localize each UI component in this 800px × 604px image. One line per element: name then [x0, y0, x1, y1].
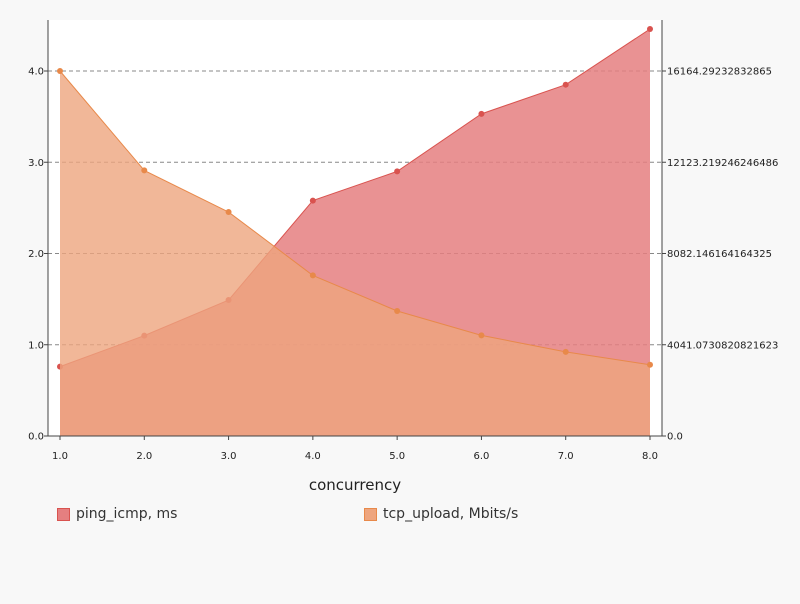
series-line-tcp-upload	[59, 70, 651, 366]
data-point-tcp-upload[interactable]	[141, 167, 148, 174]
y-right-tick-label: 12123.219246246486	[667, 158, 778, 169]
data-point-tcp-upload[interactable]	[562, 348, 569, 355]
y-left-tick-label: 0.0	[28, 432, 44, 443]
data-point-ping[interactable]	[478, 110, 485, 117]
x-tick-label: 8.0	[642, 451, 658, 462]
legend-label-tcp-upload: tcp_upload, Mbits/s	[383, 506, 519, 522]
y-left-tick-label: 1.0	[28, 340, 44, 351]
x-tick-label: 6.0	[473, 451, 489, 462]
x-axis-label: concurrency	[309, 476, 401, 494]
series-area-tcp-upload	[60, 71, 650, 436]
data-point-ping[interactable]	[562, 81, 569, 88]
y-right-tick-label: 0.0	[667, 432, 683, 443]
series-layer	[57, 26, 653, 437]
x-tick-label: 4.0	[305, 451, 321, 462]
legend-swatch-ping	[57, 507, 70, 521]
x-tick-label: 5.0	[389, 451, 405, 462]
data-point-tcp-upload[interactable]	[57, 68, 63, 75]
y-left-tick-label: 2.0	[28, 249, 44, 260]
legend-item-ping[interactable]: ping_icmp, ms	[57, 506, 177, 522]
y-left-tick-label: 3.0	[28, 158, 44, 169]
chart-legend: ping_icmp, ms tcp_upload, Mbits/s	[0, 506, 800, 528]
data-point-tcp-upload[interactable]	[225, 209, 232, 216]
data-point-tcp-upload[interactable]	[309, 272, 316, 279]
x-tick-label: 7.0	[558, 451, 574, 462]
legend-label-ping: ping_icmp, ms	[76, 506, 178, 522]
legend-item-tcp-upload[interactable]: tcp_upload, Mbits/s	[364, 506, 518, 522]
data-point-ping[interactable]	[394, 168, 401, 175]
data-point-tcp-upload[interactable]	[478, 332, 485, 339]
data-point-ping[interactable]	[309, 197, 316, 204]
legend-swatch-tcp-upload	[364, 507, 377, 521]
y-right-tick-label: 16164.29232832865	[667, 67, 772, 78]
axes	[47, 20, 663, 437]
x-tick-label: 2.0	[136, 451, 152, 462]
y-right-tick-label: 4041.0730820821623	[667, 340, 778, 351]
tick-labels: 0.0 1.0 2.0 3.0 4.0 0.0 4041.0730820821623 8082…	[28, 67, 778, 463]
data-point-ping[interactable]	[647, 26, 653, 33]
data-point-tcp-upload[interactable]	[394, 307, 401, 314]
x-tick-label: 1.0	[52, 451, 68, 462]
y-left-tick-label: 4.0	[28, 67, 44, 78]
y-right-tick-label: 8082.146164164325	[667, 249, 772, 260]
data-point-tcp-upload[interactable]	[647, 361, 653, 368]
x-tick-label: 3.0	[221, 451, 237, 462]
